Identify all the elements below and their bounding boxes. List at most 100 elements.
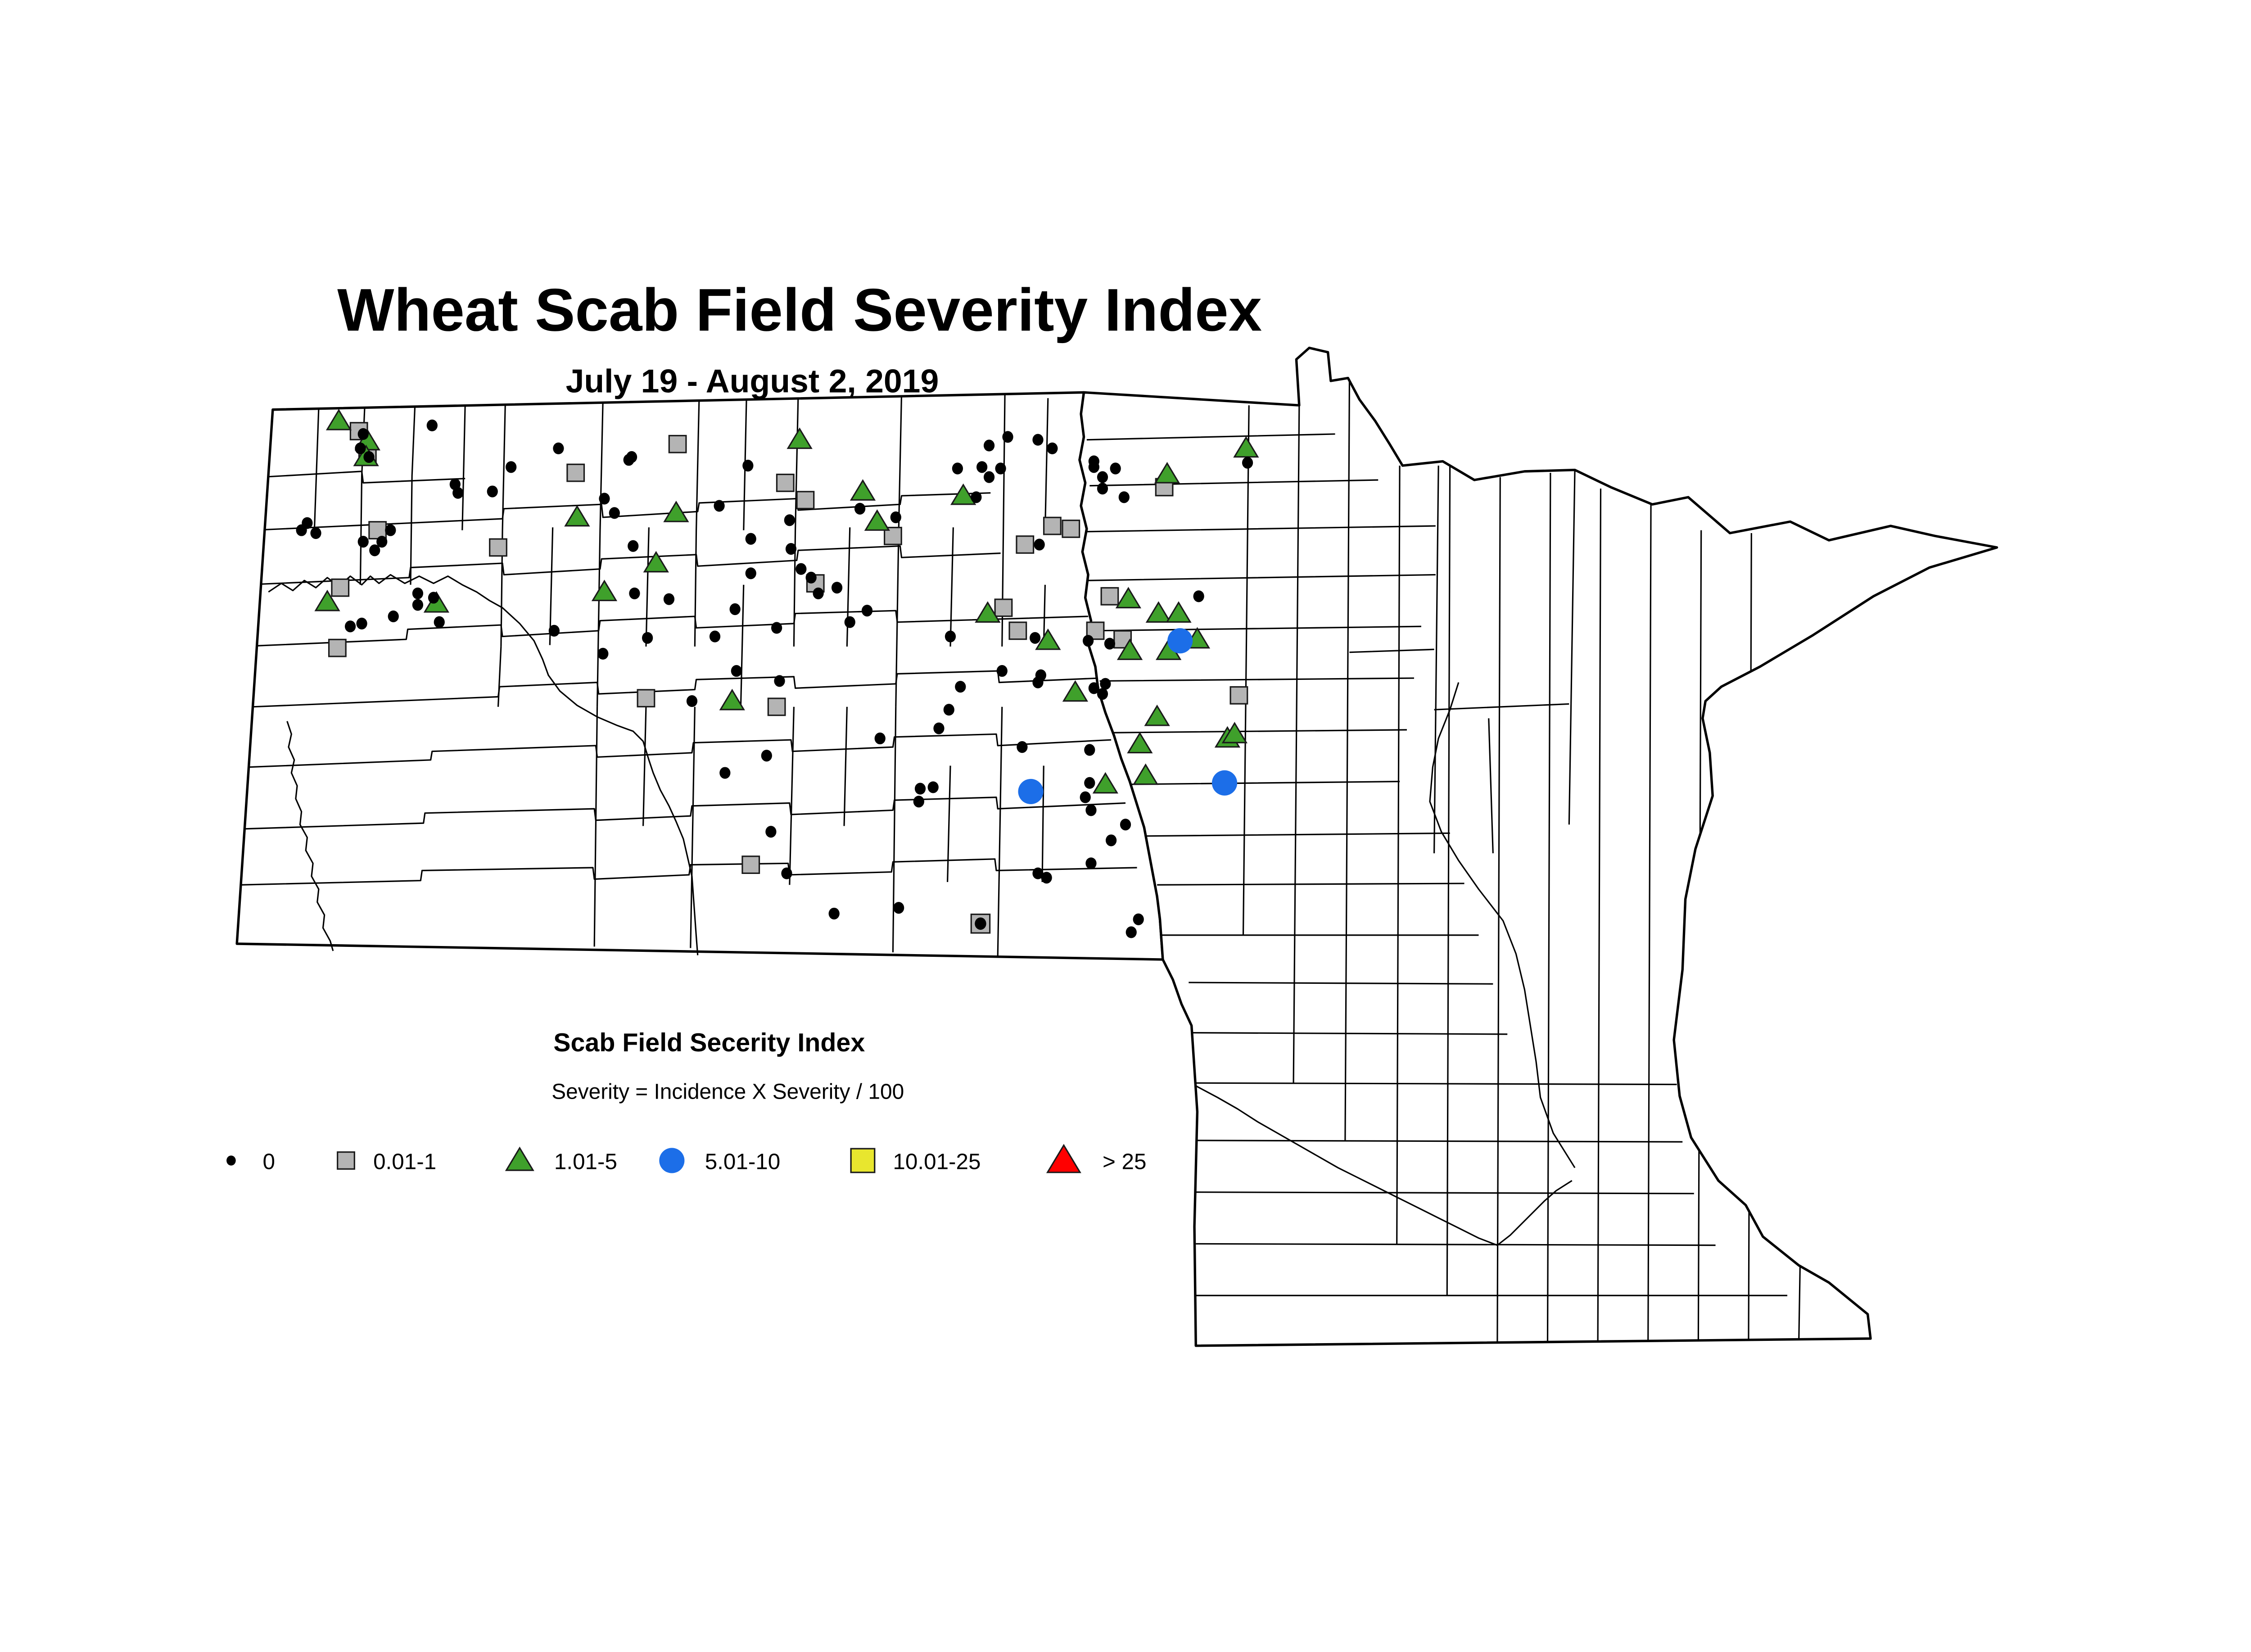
- marker-dot: [356, 617, 367, 629]
- marker-dot: [927, 781, 939, 793]
- marker-dot: [357, 428, 369, 440]
- marker-dot: [861, 605, 873, 617]
- marker-dot: [1242, 457, 1253, 469]
- marker-dot: [729, 603, 741, 616]
- marker-dot: [388, 610, 399, 623]
- marker-triangle: [591, 579, 618, 602]
- marker-dot: [709, 630, 721, 643]
- marker-dot: [714, 500, 725, 512]
- marker-dot: [731, 665, 742, 677]
- marker-triangle: [1132, 763, 1159, 785]
- marker-triangle: [850, 479, 876, 501]
- marker-dot: [599, 493, 610, 505]
- marker-dot: [369, 544, 380, 557]
- marker-square: [741, 855, 760, 874]
- marker-dot: [893, 902, 904, 914]
- marker-dot: [1084, 777, 1095, 789]
- marker-dot: [995, 462, 1006, 475]
- marker-square: [1016, 535, 1035, 554]
- legend-label-10-01-25: 10.01-25: [893, 1150, 981, 1174]
- marker-dot: [933, 722, 945, 734]
- marker-dot: [761, 750, 772, 762]
- marker-dot: [1084, 744, 1095, 756]
- marker-blue-circle: [1211, 770, 1238, 796]
- marker-dot: [357, 536, 369, 548]
- marker-triangle: [1233, 436, 1259, 458]
- marker-dot: [548, 625, 560, 637]
- marker-square: [994, 598, 1013, 617]
- marker-triangle: [864, 509, 890, 531]
- legend-symbol-circle: [659, 1148, 685, 1173]
- marker-square: [776, 473, 795, 492]
- marker-dot: [784, 514, 795, 526]
- marker-dot: [426, 419, 438, 431]
- marker-triangle: [1144, 704, 1170, 726]
- marker-dot: [1097, 471, 1108, 483]
- marker-square: [668, 434, 687, 453]
- marker-dot: [813, 587, 824, 599]
- marker-dot: [796, 563, 807, 575]
- marker-dot: [983, 439, 995, 452]
- page-subtitle: July 19 - August 2, 2019: [566, 362, 939, 399]
- missouri-river: [268, 574, 699, 955]
- marker-dot: [1034, 539, 1045, 551]
- marker-dot: [1017, 741, 1028, 753]
- legend-symbols: [226, 1144, 1081, 1173]
- marker-dot: [1032, 676, 1044, 688]
- marker-dot: [412, 599, 424, 611]
- marker-dot: [344, 620, 356, 633]
- marker-triangle: [1166, 601, 1192, 623]
- marker-dot: [1047, 442, 1058, 454]
- marker-dot: [844, 616, 855, 628]
- page-title: Wheat Scab Field Severity Index: [337, 276, 1262, 344]
- marker-dot: [376, 536, 388, 548]
- marker-dot: [412, 587, 424, 599]
- marker-dot: [983, 471, 995, 483]
- marker-square: [1100, 587, 1119, 606]
- marker-triangle: [1154, 462, 1180, 484]
- marker-dot: [355, 442, 366, 454]
- marker-square: [328, 638, 347, 657]
- marker-triangle: [1092, 772, 1119, 794]
- marker-dot: [971, 491, 982, 503]
- marker-dot: [890, 511, 901, 523]
- legend-symbol-dot: [226, 1155, 236, 1166]
- legend-symbol-square: [850, 1148, 876, 1173]
- legend-symbol-square: [337, 1151, 355, 1170]
- legend-title: Scab Field Secerity Index: [553, 1028, 865, 1057]
- marker-triangle: [1115, 587, 1142, 609]
- marker-square: [566, 463, 585, 482]
- marker-dot: [1041, 872, 1052, 884]
- legend-symbol-triangle: [505, 1146, 534, 1171]
- marker-dot: [914, 783, 926, 795]
- marker-dot: [597, 647, 609, 660]
- marker-dot: [781, 867, 792, 879]
- marker-dot: [1088, 682, 1099, 694]
- marker-dot: [1120, 819, 1131, 831]
- marker-dot: [771, 622, 782, 634]
- marker-triangle: [643, 551, 669, 573]
- marker-dot: [1085, 857, 1097, 869]
- marker-triangle: [719, 688, 745, 711]
- marker-triangle: [325, 408, 352, 430]
- marker-triangle: [1221, 722, 1248, 743]
- marker-dot: [745, 533, 756, 545]
- marker-square: [489, 538, 507, 557]
- marker-square: [1043, 516, 1062, 535]
- marker-dot: [943, 704, 954, 716]
- marker-square: [1229, 686, 1248, 705]
- marker-square: [368, 521, 387, 540]
- marker-dot: [452, 487, 464, 499]
- marker-dot: [1085, 804, 1097, 816]
- marker-dot: [774, 675, 785, 687]
- marker-triangle: [975, 601, 1001, 623]
- marker-blue-circle: [1018, 778, 1044, 805]
- marker-triangle: [1035, 628, 1061, 650]
- marker-square: [1008, 621, 1027, 640]
- marker-dot: [805, 571, 817, 584]
- marker-square: [331, 578, 350, 597]
- minnesota-river: [1195, 1085, 1573, 1246]
- marker-dot: [628, 540, 639, 552]
- marker-square: [637, 689, 655, 708]
- marker-dot: [1105, 834, 1117, 846]
